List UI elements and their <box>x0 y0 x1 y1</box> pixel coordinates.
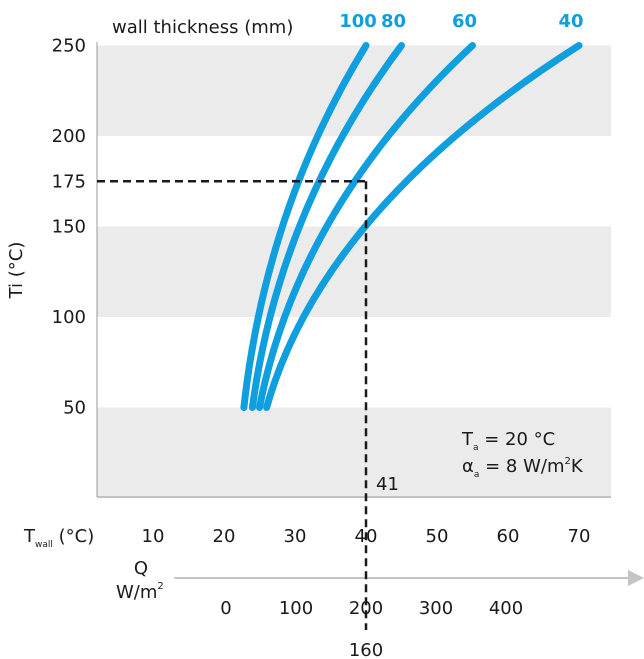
annotation-ta: Ta = 20 °C <box>461 429 555 453</box>
series-lines <box>240 42 583 411</box>
y-tick-label: 200 <box>52 126 86 147</box>
annotation-alpha: αa = 8 W/m2K <box>462 456 584 480</box>
plot-band <box>97 407 611 498</box>
series-label-80: 80 <box>381 11 406 32</box>
reference-x-wall-value: 41 <box>376 474 399 495</box>
q-axis-unit: W/m2 <box>116 581 164 603</box>
q-tick-label: 100 <box>279 598 313 619</box>
y-tick-label: 175 <box>52 171 86 192</box>
y-tick-label: 50 <box>63 398 86 419</box>
legend-title: wall thickness (mm) <box>112 17 293 38</box>
x-wall-tick-label: 30 <box>284 526 307 547</box>
q-axis-label: Q <box>134 558 148 579</box>
q-tick-label: 200 <box>349 598 383 619</box>
q-tick-label: 0 <box>220 598 231 619</box>
y-tick-label: 150 <box>52 217 86 238</box>
y-tick-label: 250 <box>52 36 86 57</box>
series-line-100 <box>240 42 370 411</box>
x-wall-axis-label: Twall (°C) <box>23 526 94 550</box>
axes <box>96 42 644 586</box>
q-axis-arrow-icon <box>628 570 644 586</box>
x-wall-tick-label: 40 <box>355 526 378 547</box>
x-wall-tick-label: 50 <box>426 526 449 547</box>
reference-lines <box>97 180 368 630</box>
x-wall-tick-label: 60 <box>497 526 520 547</box>
series-label-60: 60 <box>452 11 477 32</box>
series-line-40 <box>263 42 583 411</box>
x-wall-tick-label: 70 <box>568 526 591 547</box>
y-tick-label: 100 <box>52 307 86 328</box>
series-label-100: 100 <box>339 11 377 32</box>
x-wall-tick-label: 10 <box>142 526 165 547</box>
y-axis-label: Ti (°C) <box>6 242 27 300</box>
reference-q-value: 160 <box>349 640 383 659</box>
series-line-80 <box>248 42 405 411</box>
q-tick-label: 400 <box>489 598 523 619</box>
q-tick-label: 300 <box>419 598 453 619</box>
series-label-40: 40 <box>558 11 583 32</box>
series-line-60 <box>256 42 476 411</box>
x-wall-tick-label: 20 <box>213 526 236 547</box>
